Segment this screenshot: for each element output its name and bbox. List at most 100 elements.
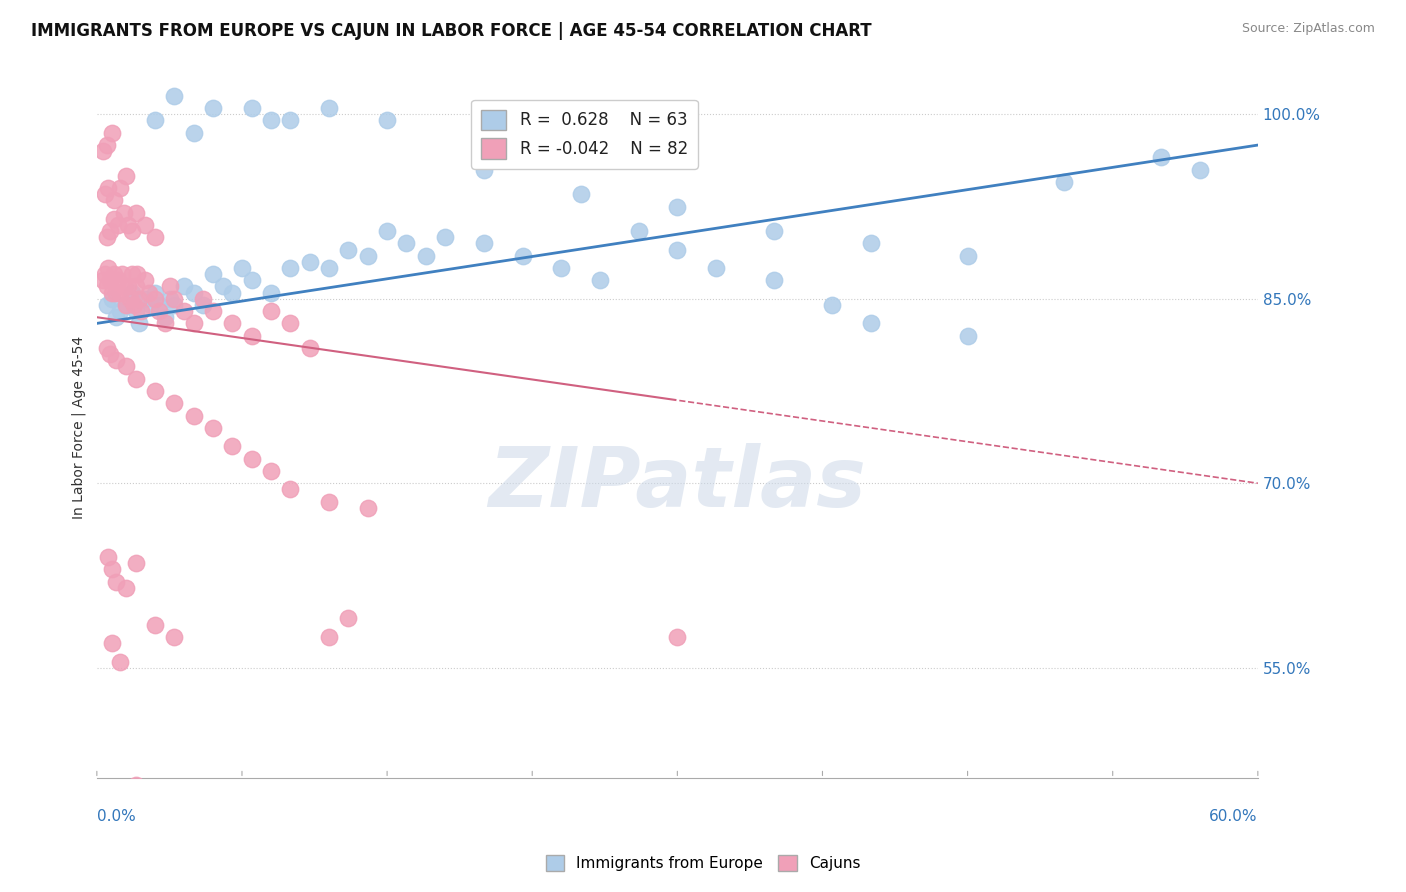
Point bbox=[512, 249, 534, 263]
Point bbox=[201, 267, 224, 281]
Point bbox=[97, 260, 120, 275]
Point bbox=[112, 279, 135, 293]
Point bbox=[201, 101, 224, 115]
Point bbox=[96, 138, 118, 153]
Point bbox=[163, 298, 186, 312]
Point bbox=[91, 145, 114, 159]
Point bbox=[1053, 175, 1076, 189]
Point bbox=[375, 224, 398, 238]
Point bbox=[415, 249, 437, 263]
Point bbox=[280, 483, 302, 497]
Point bbox=[163, 292, 186, 306]
Point bbox=[134, 273, 156, 287]
Point bbox=[101, 126, 124, 140]
Point bbox=[128, 317, 150, 331]
Point bbox=[122, 298, 145, 312]
Point bbox=[159, 279, 181, 293]
Legend: R =  0.628    N = 63, R = -0.042    N = 82: R = 0.628 N = 63, R = -0.042 N = 82 bbox=[471, 100, 697, 169]
Point bbox=[108, 181, 131, 195]
Point bbox=[375, 113, 398, 128]
Text: 60.0%: 60.0% bbox=[1209, 809, 1258, 824]
Point bbox=[121, 267, 143, 281]
Point bbox=[173, 279, 195, 293]
Point bbox=[105, 574, 128, 589]
Point bbox=[108, 285, 131, 300]
Point bbox=[666, 243, 689, 257]
Point bbox=[105, 285, 128, 300]
Point bbox=[108, 304, 131, 318]
Point bbox=[260, 113, 283, 128]
Point bbox=[103, 194, 125, 208]
Point bbox=[163, 630, 186, 644]
Point bbox=[143, 230, 166, 244]
Point bbox=[193, 292, 215, 306]
Point bbox=[121, 224, 143, 238]
Point bbox=[101, 285, 124, 300]
Point bbox=[211, 279, 233, 293]
Point bbox=[93, 267, 115, 281]
Text: 0.0%: 0.0% bbox=[97, 809, 135, 824]
Point bbox=[148, 298, 170, 312]
Point bbox=[93, 187, 115, 202]
Point bbox=[434, 230, 457, 244]
Point bbox=[127, 267, 149, 281]
Point bbox=[231, 260, 253, 275]
Point bbox=[318, 494, 340, 508]
Point bbox=[240, 101, 263, 115]
Point bbox=[821, 298, 844, 312]
Point bbox=[124, 304, 146, 318]
Point bbox=[280, 113, 302, 128]
Point bbox=[105, 353, 128, 368]
Legend: Immigrants from Europe, Cajuns: Immigrants from Europe, Cajuns bbox=[540, 849, 866, 877]
Point bbox=[280, 317, 302, 331]
Point bbox=[201, 802, 224, 816]
Point bbox=[117, 279, 139, 293]
Point bbox=[143, 617, 166, 632]
Point bbox=[472, 162, 495, 177]
Point bbox=[118, 292, 141, 306]
Point bbox=[96, 230, 118, 244]
Point bbox=[472, 236, 495, 251]
Point bbox=[666, 200, 689, 214]
Point bbox=[153, 310, 176, 325]
Point bbox=[97, 181, 120, 195]
Point bbox=[115, 359, 138, 374]
Point bbox=[221, 285, 243, 300]
Point bbox=[763, 224, 786, 238]
Point bbox=[956, 249, 979, 263]
Point bbox=[240, 328, 263, 343]
Point bbox=[260, 285, 283, 300]
Point bbox=[357, 500, 380, 515]
Point bbox=[103, 267, 125, 281]
Point bbox=[163, 88, 186, 103]
Point bbox=[115, 169, 138, 183]
Point bbox=[97, 549, 120, 564]
Point bbox=[143, 384, 166, 398]
Point bbox=[627, 224, 650, 238]
Text: ZIPatlas: ZIPatlas bbox=[488, 443, 866, 524]
Point bbox=[100, 224, 122, 238]
Point bbox=[143, 113, 166, 128]
Point bbox=[103, 211, 125, 226]
Point bbox=[1150, 150, 1173, 164]
Text: IMMIGRANTS FROM EUROPE VS CAJUN IN LABOR FORCE | AGE 45-54 CORRELATION CHART: IMMIGRANTS FROM EUROPE VS CAJUN IN LABOR… bbox=[31, 22, 872, 40]
Point bbox=[101, 562, 124, 576]
Point bbox=[763, 273, 786, 287]
Point bbox=[134, 218, 156, 232]
Point bbox=[101, 292, 124, 306]
Point bbox=[108, 655, 131, 669]
Point bbox=[201, 304, 224, 318]
Point bbox=[357, 249, 380, 263]
Point bbox=[280, 260, 302, 275]
Point bbox=[193, 298, 215, 312]
Point bbox=[173, 304, 195, 318]
Point bbox=[128, 292, 150, 306]
Point bbox=[115, 581, 138, 595]
Point bbox=[298, 341, 321, 355]
Point bbox=[117, 218, 139, 232]
Point bbox=[704, 260, 727, 275]
Point bbox=[134, 292, 156, 306]
Point bbox=[131, 304, 153, 318]
Point bbox=[221, 439, 243, 453]
Point bbox=[101, 636, 124, 650]
